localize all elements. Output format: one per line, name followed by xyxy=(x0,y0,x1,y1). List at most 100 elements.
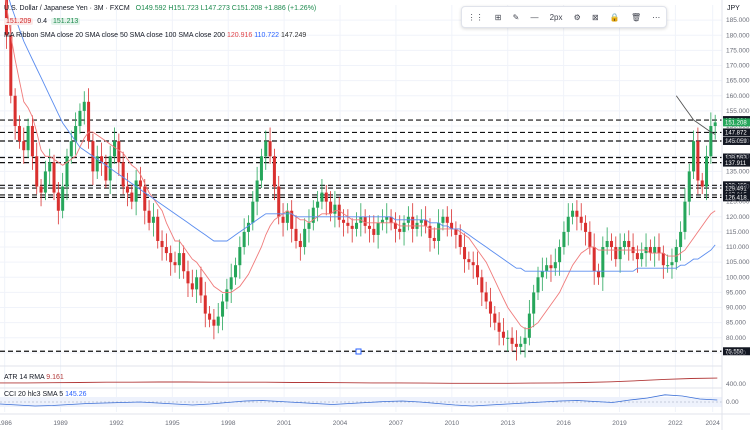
candle-body xyxy=(264,141,268,157)
candle-body xyxy=(666,265,670,267)
more-icon[interactable]: ⋯ xyxy=(652,12,661,22)
candle-body xyxy=(545,265,549,272)
candle-body xyxy=(367,225,371,229)
x-tick-label: 2016 xyxy=(556,420,571,427)
ruler-anchor[interactable] xyxy=(355,348,362,355)
last-price-tag xyxy=(723,118,750,127)
candle-body xyxy=(113,141,117,157)
candle-body xyxy=(506,337,510,339)
lock-icon[interactable]: 🔒 xyxy=(609,12,620,22)
candle-body xyxy=(428,225,432,238)
atr-line xyxy=(0,377,718,384)
candle-body xyxy=(35,156,39,187)
ask-button[interactable]: 151.213 xyxy=(50,18,81,25)
candle-body xyxy=(519,343,523,347)
atr-axis-label: 400.00 xyxy=(726,381,746,388)
time-axis: 1986 1989 1992 1995 1998 2001 2004 2007 2010 2013… xyxy=(0,413,750,427)
atr-legend[interactable]: ATR 14 RMA 9.161 xyxy=(4,374,64,381)
price-level-tag xyxy=(723,193,750,202)
candle-body xyxy=(709,126,713,157)
ohlc-high: H151.723 xyxy=(168,5,199,12)
trash-icon[interactable]: 🗑 xyxy=(630,12,642,22)
candle-body xyxy=(121,162,125,187)
horizontal-levels: 151.964147.872145.059139.593137.911130.4… xyxy=(0,116,750,355)
candle-body xyxy=(78,110,82,127)
candle-body xyxy=(316,201,320,208)
x-tick-label: 2010 xyxy=(445,420,460,427)
drag-handle-icon[interactable]: ⋮⋮ xyxy=(467,12,484,22)
y-tick-label: 80.000 xyxy=(726,335,746,342)
settings-icon[interactable]: ⚙ xyxy=(573,12,581,22)
candle-body xyxy=(398,228,402,232)
candle-body xyxy=(186,271,190,284)
candle-body xyxy=(411,216,415,229)
pencil-icon[interactable]: ✎ xyxy=(512,12,520,22)
candle-body xyxy=(350,225,354,229)
symbol-title[interactable]: U.S. Dollar / Japanese Yen · 3M · FXCM xyxy=(4,5,130,12)
candle-body xyxy=(320,192,324,202)
line-width-icon[interactable]: — xyxy=(530,12,539,22)
candle-body xyxy=(579,216,583,223)
candle-body xyxy=(389,216,393,223)
y-tick-label: 180.000 xyxy=(726,32,750,39)
cci-legend[interactable]: CCI 20 hlc3 SMA 5 145.26 xyxy=(4,391,87,398)
spread-value: 0.4 xyxy=(37,18,47,25)
candle-body xyxy=(458,234,462,248)
candle-body xyxy=(277,186,281,217)
ma-legend[interactable]: MA Ribbon SMA close 20 SMA close 50 SMA … xyxy=(4,32,306,39)
y-tick-label: 125.000 xyxy=(726,199,750,206)
ohlc-open: O149.592 xyxy=(135,5,167,12)
candle-body xyxy=(549,265,553,269)
candle-body xyxy=(74,126,78,142)
moving-averages xyxy=(5,0,716,330)
line-width-value[interactable]: 2px xyxy=(549,12,563,22)
candle-body xyxy=(22,141,26,151)
y-tick-label: 120.000 xyxy=(726,214,750,221)
candle-body xyxy=(346,222,350,226)
alert-icon[interactable]: ⊠ xyxy=(592,12,599,22)
x-tick-label: 2004 xyxy=(333,420,348,427)
candle-body xyxy=(234,265,238,278)
candle-body xyxy=(705,156,709,187)
candle-body xyxy=(514,343,518,347)
y-tick-label: 90.000 xyxy=(726,305,746,312)
candle-body xyxy=(134,180,138,202)
price-level-label: 129.491 xyxy=(725,186,747,192)
x-tick-label: 1998 xyxy=(221,420,236,427)
candle-body xyxy=(527,313,531,338)
x-tick-label: 2007 xyxy=(389,420,404,427)
x-tick-label: 1992 xyxy=(109,420,124,427)
y-tick-label: 145.000 xyxy=(726,138,750,145)
candle-body xyxy=(303,228,307,248)
candle-body xyxy=(151,216,155,223)
candle-body xyxy=(160,240,164,248)
candle-body xyxy=(333,204,337,214)
candle-body xyxy=(510,337,514,344)
y-tick-label: 75.000 xyxy=(726,350,746,357)
candle-body xyxy=(259,156,263,181)
bid-button[interactable]: 151.209 xyxy=(4,18,34,25)
candle-body xyxy=(553,262,557,269)
candle-body xyxy=(9,35,13,96)
candle-body xyxy=(493,313,497,323)
candle-body xyxy=(182,253,186,272)
candle-body xyxy=(683,201,687,232)
candle-body xyxy=(164,247,168,254)
price-level-tag xyxy=(723,136,750,145)
y-tick-label: 135.000 xyxy=(726,168,750,175)
price-level-label: 126.418 xyxy=(725,196,747,202)
template-icon[interactable]: ⊞ xyxy=(494,12,502,22)
price-level-tag xyxy=(723,158,750,167)
y-tick-label: 155.000 xyxy=(726,108,750,115)
candle-body xyxy=(562,231,566,248)
candle-body xyxy=(454,228,458,235)
y-tick-label: 185.000 xyxy=(726,17,750,24)
candle-body xyxy=(255,180,259,202)
candle-body xyxy=(100,156,104,163)
ohlc-low: L147.273 xyxy=(200,5,230,12)
ma50-line xyxy=(8,0,716,272)
candle-body xyxy=(463,247,467,260)
ma200-line xyxy=(675,95,716,135)
candle-body xyxy=(622,240,626,248)
